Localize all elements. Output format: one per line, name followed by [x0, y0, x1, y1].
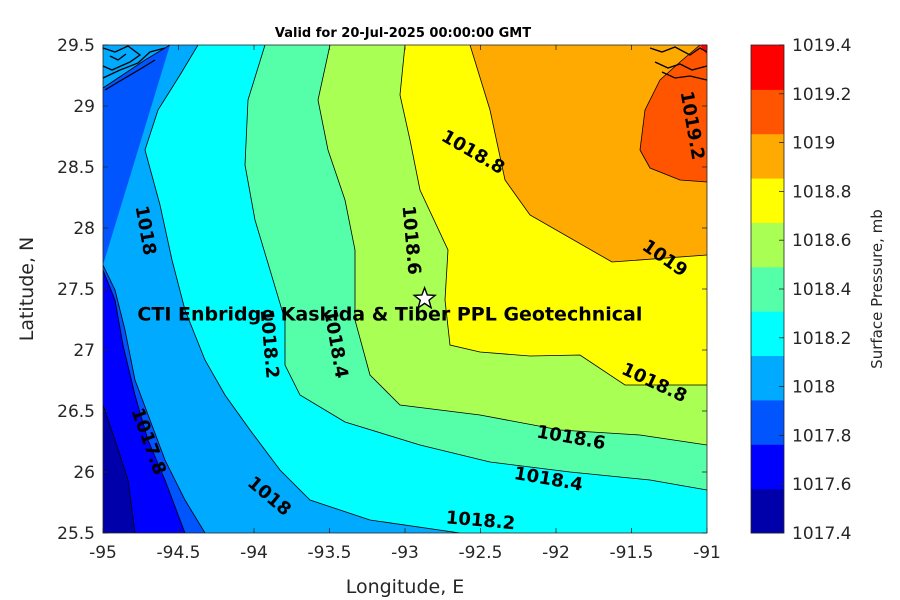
colorbar-swatch	[751, 133, 784, 179]
y-tick-label: 26	[73, 463, 95, 483]
colorbar-swatch	[751, 444, 784, 490]
colorbar: 1017.4 1017.6 1017.8 1018 1018.2 1018.4 1018.6…	[750, 36, 851, 544]
contour-fill-layer	[103, 45, 707, 533]
colorbar-tick-label: 1019.4	[792, 36, 851, 56]
marker-layer: CTI Enbridge Kaskida & Tiber PPL Geotech…	[137, 285, 642, 325]
band-1018	[103, 45, 460, 533]
y-ticks: 25.5 26 26.5 27 27.5 28 28.5 29 29.5	[57, 36, 707, 544]
colorbar-swatch	[751, 399, 784, 445]
y-tick-label: 29	[73, 97, 95, 117]
x-tick-label: -93	[391, 543, 419, 563]
colorbar-tick-label: 1019	[792, 134, 835, 154]
y-tick-label: 29.5	[57, 36, 95, 56]
y-tick-label: 25.5	[57, 524, 95, 544]
colorbar-tick-label: 1018.6	[792, 231, 851, 251]
colorbar-tick-label: 1018	[792, 378, 835, 398]
y-tick-label: 27.5	[57, 280, 95, 300]
colorbar-tick-label: 1017.4	[792, 524, 851, 544]
x-tick-label: -92.5	[459, 543, 503, 563]
colorbar-tick-label: 1018.2	[792, 329, 851, 349]
x-tick-label: -94	[240, 543, 268, 563]
colorbar-swatch	[751, 45, 784, 90]
contour-lines	[103, 45, 707, 533]
colorbar-tick-label: 1017.8	[792, 426, 851, 446]
colorbar-swatch	[751, 89, 784, 135]
band-1019-2	[640, 45, 707, 182]
colorbar-swatch	[751, 222, 784, 268]
site-annotation: CTI Enbridge Kaskida & Tiber PPL Geotech…	[137, 303, 642, 325]
x-tick-label: -91	[693, 543, 721, 563]
x-tick-label: -93.5	[308, 543, 352, 563]
y-tick-label: 28	[73, 219, 95, 239]
x-tick-label: -94.5	[157, 543, 201, 563]
y-tick-label: 27	[73, 341, 95, 361]
y-tick-label: 28.5	[57, 158, 95, 178]
colorbar-tick-label: 1019.2	[792, 85, 851, 105]
x-ticks: -95 -94.5 -94 -93.5 -93 -92.5 -92 -91.5 -91	[89, 45, 721, 563]
colorbar-tick-label: 1017.6	[792, 475, 851, 495]
chart-title: Valid for 20-Jul-2025 00:00:00 GMT	[275, 26, 531, 41]
x-axis-label: Longitude, E	[346, 576, 465, 598]
x-tick-label: -92	[542, 543, 570, 563]
y-axis-label: Latitude, N	[16, 237, 38, 342]
colorbar-swatch	[751, 311, 784, 357]
colorbar-swatch	[751, 488, 784, 534]
colorbar-label: Surface Pressure, mb	[868, 209, 886, 369]
x-tick-label: -91.5	[610, 543, 654, 563]
band-1018-2	[103, 45, 707, 533]
colorbar-swatch	[751, 266, 784, 312]
y-tick-label: 26.5	[57, 402, 95, 422]
colorbar-tick-label: 1018.4	[792, 280, 851, 300]
colorbar-swatch	[751, 355, 784, 401]
colorbar-tick-label: 1018.8	[792, 182, 851, 202]
coastline	[103, 45, 707, 91]
band-1017-4	[103, 405, 135, 533]
site-star-marker	[412, 285, 437, 310]
x-tick-label: -95	[89, 543, 117, 563]
colorbar-swatch	[751, 178, 784, 223]
